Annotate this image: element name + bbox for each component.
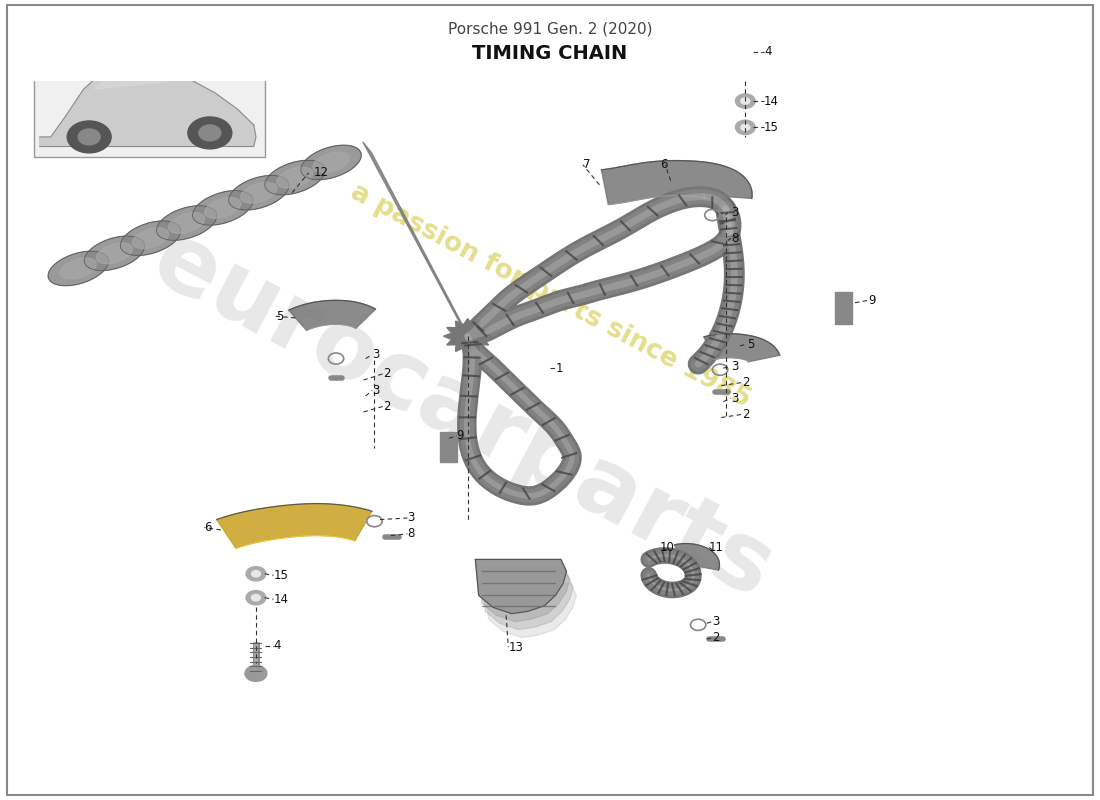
Text: 15: 15 <box>764 121 779 134</box>
Text: 3: 3 <box>713 615 719 628</box>
Text: 3: 3 <box>732 206 738 219</box>
Text: 11: 11 <box>710 541 724 554</box>
Text: 9: 9 <box>868 294 876 307</box>
Polygon shape <box>205 198 241 218</box>
Polygon shape <box>674 543 719 570</box>
Circle shape <box>741 124 750 130</box>
Polygon shape <box>120 221 180 255</box>
Text: 1: 1 <box>556 362 563 374</box>
Circle shape <box>78 129 100 145</box>
Text: 2: 2 <box>742 376 749 389</box>
Text: 3: 3 <box>732 392 738 405</box>
Circle shape <box>252 594 261 601</box>
Circle shape <box>246 590 266 605</box>
Text: 12: 12 <box>315 166 329 179</box>
Polygon shape <box>363 142 470 339</box>
Polygon shape <box>482 575 573 630</box>
Text: TIMING CHAIN: TIMING CHAIN <box>472 44 628 62</box>
Polygon shape <box>156 206 217 240</box>
Text: 14: 14 <box>274 593 288 606</box>
Polygon shape <box>478 567 570 622</box>
Text: 8: 8 <box>732 232 738 245</box>
Circle shape <box>736 94 756 108</box>
Bar <box>835 292 851 324</box>
Polygon shape <box>289 300 375 330</box>
Polygon shape <box>485 583 576 638</box>
Polygon shape <box>443 318 492 354</box>
Bar <box>440 432 456 462</box>
Polygon shape <box>40 61 256 146</box>
Polygon shape <box>60 258 97 279</box>
Polygon shape <box>265 160 326 195</box>
Circle shape <box>736 120 756 134</box>
Polygon shape <box>95 67 172 89</box>
Circle shape <box>741 98 750 104</box>
Bar <box>1 2 1099 81</box>
Text: 3: 3 <box>372 348 379 361</box>
Circle shape <box>246 566 266 581</box>
Text: 2: 2 <box>383 400 390 413</box>
Text: Porsche 991 Gen. 2 (2020): Porsche 991 Gen. 2 (2020) <box>448 22 652 37</box>
Circle shape <box>188 117 232 149</box>
Circle shape <box>252 570 261 577</box>
Bar <box>34 18 265 157</box>
Circle shape <box>735 35 757 51</box>
Circle shape <box>67 121 111 153</box>
Polygon shape <box>229 175 289 210</box>
Text: 3: 3 <box>407 511 415 525</box>
Polygon shape <box>602 161 752 205</box>
Polygon shape <box>301 146 361 180</box>
Text: 2: 2 <box>383 367 390 380</box>
Text: 6: 6 <box>205 521 212 534</box>
Polygon shape <box>277 167 313 188</box>
Polygon shape <box>475 559 566 614</box>
Text: 10: 10 <box>660 541 674 554</box>
Polygon shape <box>704 334 780 362</box>
Text: 9: 9 <box>456 430 464 442</box>
Circle shape <box>245 666 267 682</box>
Text: 14: 14 <box>764 94 779 107</box>
Text: a passion for parts since 1985: a passion for parts since 1985 <box>345 179 755 414</box>
Text: 13: 13 <box>508 641 524 654</box>
Polygon shape <box>217 504 372 548</box>
Text: eurocarparts: eurocarparts <box>136 214 788 618</box>
Text: 7: 7 <box>583 158 591 171</box>
Text: 2: 2 <box>742 408 749 421</box>
Polygon shape <box>48 251 109 286</box>
Polygon shape <box>168 213 205 234</box>
Polygon shape <box>97 243 132 264</box>
Text: 4: 4 <box>764 45 771 58</box>
Polygon shape <box>314 152 349 173</box>
Polygon shape <box>85 236 144 270</box>
Polygon shape <box>241 182 277 203</box>
Text: 5: 5 <box>276 310 283 322</box>
Text: 2: 2 <box>713 631 719 644</box>
Text: 4: 4 <box>274 639 280 652</box>
Circle shape <box>199 125 221 141</box>
Polygon shape <box>132 228 168 249</box>
Text: 5: 5 <box>748 338 755 350</box>
Text: 8: 8 <box>407 527 415 541</box>
Text: 3: 3 <box>372 384 379 397</box>
Text: 15: 15 <box>274 569 288 582</box>
Text: 3: 3 <box>732 360 738 373</box>
Polygon shape <box>192 190 253 225</box>
Text: 6: 6 <box>660 158 668 171</box>
